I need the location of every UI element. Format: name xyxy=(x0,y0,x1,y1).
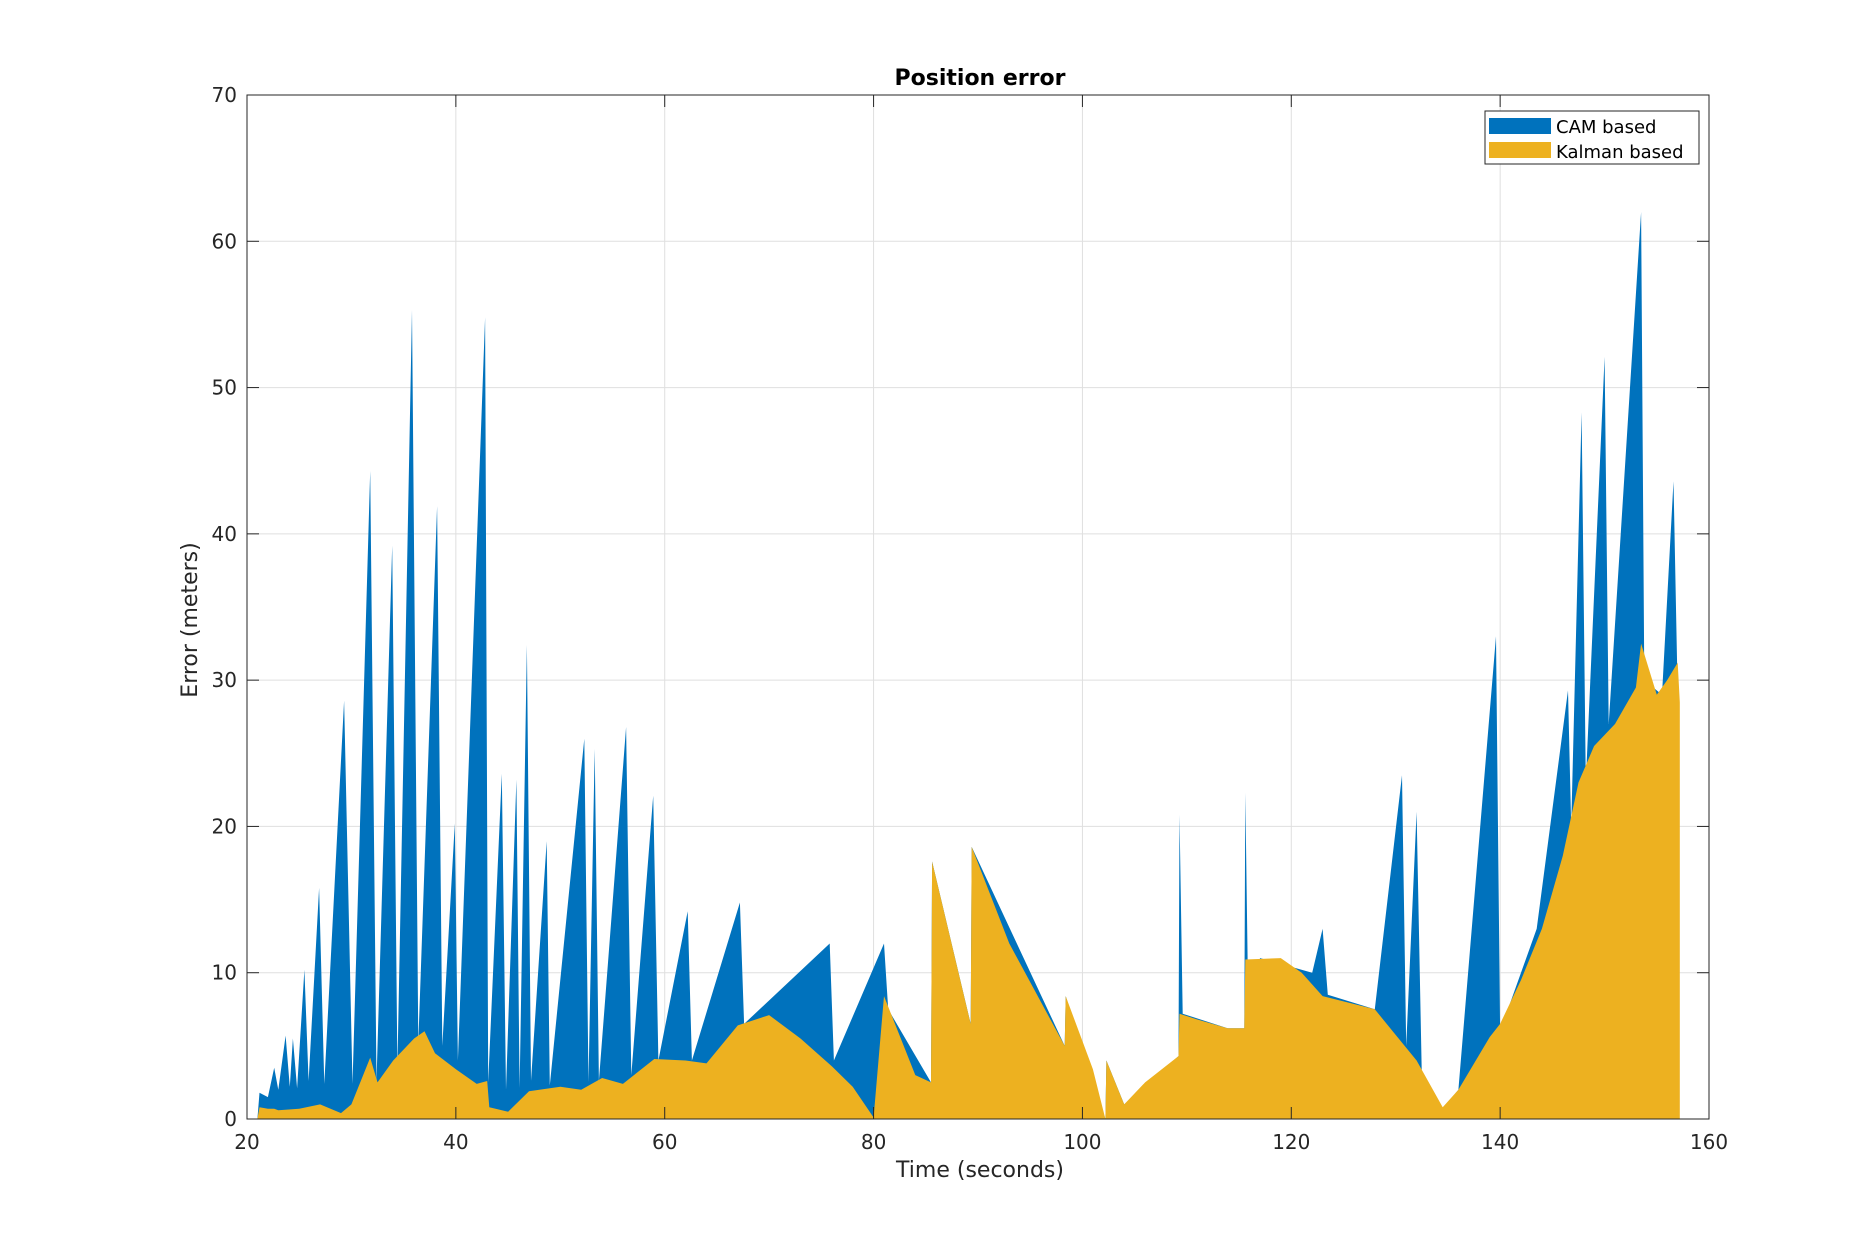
y-axis-label: Error (meters) xyxy=(178,542,203,697)
x-tick-label: 100 xyxy=(1063,1130,1101,1154)
y-tick-label: 0 xyxy=(224,1107,237,1131)
y-tick-label: 20 xyxy=(212,814,237,838)
legend-label-cam-based: CAM based xyxy=(1556,117,1656,138)
x-tick-label: 20 xyxy=(234,1130,259,1154)
y-tick-label: 40 xyxy=(212,522,237,546)
x-tick-label: 60 xyxy=(652,1130,677,1154)
legend-swatch-cam-based xyxy=(1489,118,1551,134)
x-tick-label: 120 xyxy=(1272,1130,1310,1154)
series-area-kalman-based xyxy=(257,643,1680,1119)
x-tick-label: 160 xyxy=(1690,1130,1728,1154)
axes-box xyxy=(246,94,1710,1120)
x-tick-label: 80 xyxy=(861,1130,886,1154)
y-tick-label: 70 xyxy=(212,83,237,107)
legend: CAM based Kalman based xyxy=(1484,110,1700,165)
legend-label-kalman-based: Kalman based xyxy=(1556,142,1684,163)
y-tick-label: 50 xyxy=(212,376,237,400)
x-tick-label: 40 xyxy=(443,1130,468,1154)
y-tick-label: 10 xyxy=(212,961,237,985)
legend-swatch-kalman-based xyxy=(1489,142,1551,158)
chart-title: Position error xyxy=(895,66,1066,91)
y-tick-label: 60 xyxy=(212,229,237,253)
x-tick-label: 140 xyxy=(1481,1130,1519,1154)
y-tick-label: 30 xyxy=(212,668,237,692)
x-axis-label: Time (seconds) xyxy=(895,1158,1064,1183)
